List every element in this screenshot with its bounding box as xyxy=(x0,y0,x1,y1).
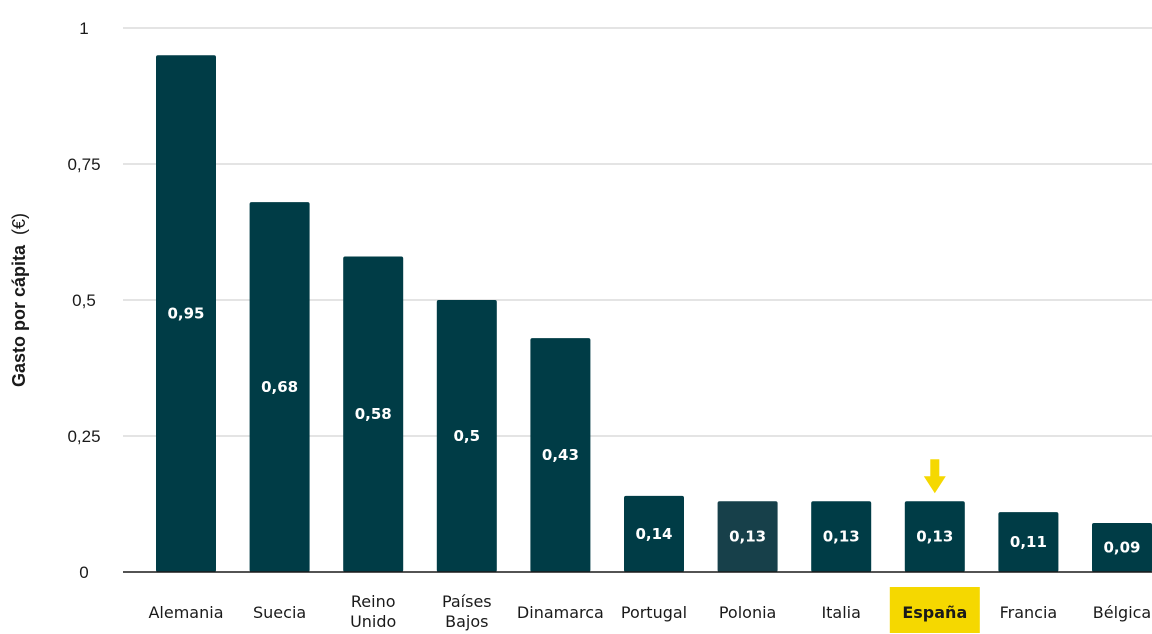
bar xyxy=(436,300,497,572)
highlight-arrow-icon xyxy=(923,459,946,494)
bar xyxy=(998,512,1059,572)
data-label: 0,14 xyxy=(635,525,672,543)
y-tick-labels: 0 0,25 0,5 0,75 1 xyxy=(67,19,100,582)
bars xyxy=(156,55,1152,572)
data-label: 0,13 xyxy=(729,528,766,546)
y-tick-label: 0,75 xyxy=(67,155,100,174)
x-tick-label: Bélgica xyxy=(1093,603,1151,622)
bar xyxy=(811,501,872,572)
x-tick-label: Italia xyxy=(821,603,861,622)
bar xyxy=(249,202,310,572)
data-label: 0,13 xyxy=(823,528,860,546)
data-label: 0,68 xyxy=(261,378,298,396)
bar xyxy=(530,338,591,572)
x-tick-label: Dinamarca xyxy=(517,603,604,622)
bar xyxy=(904,501,965,572)
value-labels: 0,95 0,68 0,58 0,5 0,43 0,14 0,13 0,13 0,13 0,11 0… xyxy=(167,305,1140,557)
bar xyxy=(717,501,778,572)
bar xyxy=(156,55,216,572)
arrow-head xyxy=(923,476,946,494)
x-tick-label: España xyxy=(902,603,967,622)
bar xyxy=(624,495,684,572)
arrow-shaft xyxy=(930,459,940,478)
y-tick-label: 0 xyxy=(79,563,88,582)
y-axis-label-unit: (€) xyxy=(9,213,29,235)
highlight-box xyxy=(889,587,980,633)
bar xyxy=(1092,523,1152,572)
data-label: 0,11 xyxy=(1010,533,1047,551)
data-label: 0,95 xyxy=(167,305,204,323)
x-tick-label: Países Bajos xyxy=(442,592,492,631)
data-label: 0,5 xyxy=(454,427,481,445)
x-tick-label: Alemania xyxy=(148,603,223,622)
x-tick-label: Portugal xyxy=(621,603,687,622)
y-tick-label: 1 xyxy=(79,19,88,38)
x-tick-label: Polonia xyxy=(719,603,777,622)
y-tick-label: 0,5 xyxy=(72,291,96,310)
x-tick-labels: Alemania Suecia Reino Unido Países Bajos Dinam… xyxy=(148,587,1151,633)
data-label: 0,09 xyxy=(1103,539,1140,557)
data-label: 0,58 xyxy=(355,405,392,423)
y-axis-label: Gasto por cápita (€) xyxy=(9,213,29,387)
x-tick-label: Reino Unido xyxy=(350,592,396,631)
bar xyxy=(343,256,404,572)
y-tick-label: 0,25 xyxy=(67,427,100,446)
x-tick-label: Francia xyxy=(1000,603,1058,622)
x-tick-label: Suecia xyxy=(253,603,306,622)
data-label: 0,43 xyxy=(542,446,579,464)
y-axis-label-main: Gasto por cápita xyxy=(9,244,29,387)
data-label: 0,13 xyxy=(916,528,953,546)
